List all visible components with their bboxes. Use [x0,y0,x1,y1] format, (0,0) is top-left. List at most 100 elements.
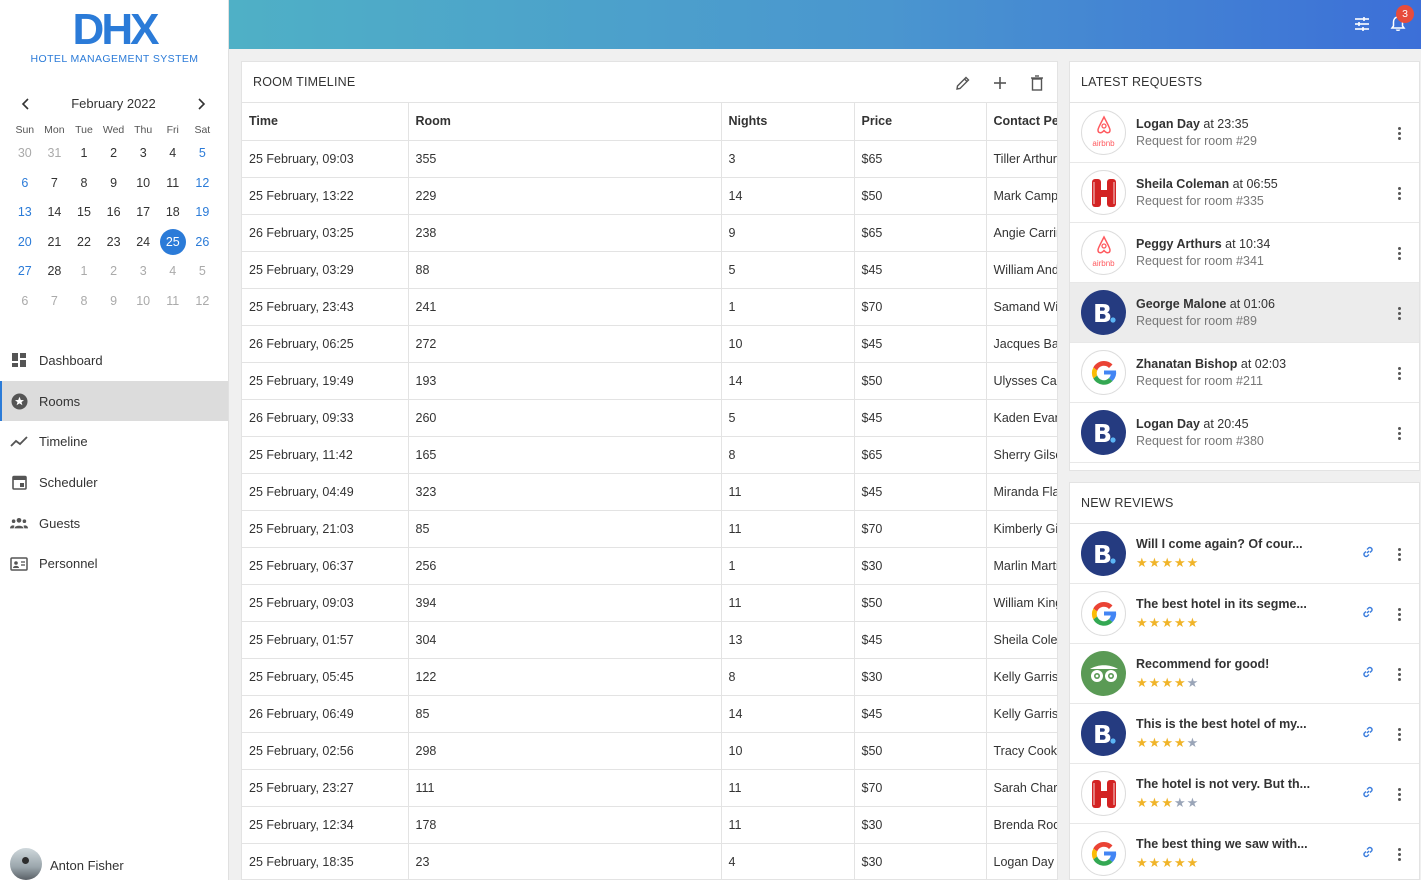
table-row[interactable]: 25 February, 18:35 23 4 $30 Logan Day [242,843,1057,879]
more-vert-icon[interactable] [1391,425,1407,441]
more-vert-icon[interactable] [1391,245,1407,261]
chevron-right-icon[interactable] [191,92,211,116]
review-item[interactable]: B Will I come again? Of cour... ★★★★★ [1070,524,1419,584]
calendar-day[interactable]: 24 [128,228,158,258]
more-vert-icon[interactable] [1391,726,1407,742]
calendar-day[interactable]: 14 [40,198,70,228]
calendar-day[interactable]: 3 [128,257,158,287]
column-header[interactable]: Price [854,103,987,141]
add-icon[interactable] [988,71,1012,95]
calendar-day[interactable]: 20 [10,228,40,258]
calendar-day[interactable]: 4 [158,257,188,287]
more-vert-icon[interactable] [1391,305,1407,321]
link-icon[interactable] [1361,605,1377,621]
calendar-day[interactable]: 9 [99,287,129,317]
sidebar-item-scheduler[interactable]: Scheduler [0,462,228,503]
review-item[interactable]: The best thing we saw with... ★★★★★ [1070,824,1419,879]
link-icon[interactable] [1361,785,1377,801]
calendar-day[interactable]: 11 [158,287,188,317]
chevron-left-icon[interactable] [16,92,36,116]
more-vert-icon[interactable] [1391,365,1407,381]
sidebar-item-timeline[interactable]: Timeline [0,421,228,462]
delete-icon[interactable] [1025,71,1049,95]
request-item[interactable]: B Logan Day at 20:45 Request for room #380 [1070,403,1419,463]
calendar-day[interactable]: 19 [188,198,218,228]
calendar-day-selected[interactable]: 25 [158,228,188,258]
calendar-day[interactable]: 31 [40,139,70,169]
more-vert-icon[interactable] [1391,546,1407,562]
calendar-day[interactable]: 9 [99,169,129,199]
calendar-day[interactable]: 11 [158,169,188,199]
calendar-day[interactable]: 5 [188,257,218,287]
link-icon[interactable] [1361,725,1377,741]
more-vert-icon[interactable] [1391,666,1407,682]
review-item[interactable]: The hotel is not very. But th... ★★★★★ [1070,764,1419,824]
sidebar-item-dashboard[interactable]: Dashboard [0,340,228,381]
calendar-day[interactable]: 17 [128,198,158,228]
calendar-day[interactable]: 10 [128,287,158,317]
column-header[interactable]: Contact Person [986,103,1057,141]
table-row[interactable]: 25 February, 09:03 394 11 $50 William King [242,584,1057,622]
sidebar-item-personnel[interactable]: Personnel [0,543,228,584]
calendar-day[interactable]: 10 [128,169,158,199]
calendar-day[interactable]: 1 [69,139,99,169]
bell-icon[interactable]: 3 [1386,5,1414,36]
link-icon[interactable] [1361,665,1377,681]
review-item[interactable]: B This is the best hotel of my... ★★★★★ [1070,704,1419,764]
more-vert-icon[interactable] [1391,786,1407,802]
calendar-day[interactable]: 15 [69,198,99,228]
table-row[interactable]: 25 February, 09:03 355 3 $65 Tiller Arthur [242,140,1057,178]
more-vert-icon[interactable] [1391,185,1407,201]
calendar-day[interactable]: 27 [10,257,40,287]
calendar-day[interactable]: 7 [40,169,70,199]
calendar-day[interactable]: 5 [188,139,218,169]
calendar-day[interactable]: 21 [40,228,70,258]
calendar-day[interactable]: 3 [128,139,158,169]
calendar-day[interactable]: 2 [99,139,129,169]
link-icon[interactable] [1361,845,1377,861]
review-item[interactable]: The best hotel in its segme... ★★★★★ [1070,584,1419,644]
user-profile[interactable]: Anton Fisher [10,848,124,880]
calendar-day[interactable]: 8 [69,287,99,317]
calendar-day[interactable]: 26 [188,228,218,258]
calendar-day[interactable]: 2 [99,257,129,287]
request-item[interactable]: Zhanatan Bishop at 02:03 Request for room… [1070,343,1419,403]
calendar-day[interactable]: 4 [158,139,188,169]
calendar-day[interactable]: 7 [40,287,70,317]
more-vert-icon[interactable] [1391,606,1407,622]
link-icon[interactable] [1361,545,1377,561]
calendar-day[interactable]: 23 [99,228,129,258]
sidebar-item-rooms[interactable]: Rooms [0,380,228,422]
request-item[interactable]: airbnb Logan Day at 23:35 Request for room… [1070,103,1419,163]
calendar-day[interactable]: 22 [69,228,99,258]
calendar-day[interactable]: 28 [40,257,70,287]
calendar-day[interactable]: 8 [69,169,99,199]
settings-sliders-icon[interactable] [1350,12,1374,36]
more-vert-icon[interactable] [1391,846,1407,862]
column-header[interactable]: Time [242,103,409,141]
edit-icon[interactable] [951,71,975,95]
request-item[interactable]: airbnb Peggy Arthurs at 10:34 Request for … [1070,223,1419,283]
column-header[interactable]: Nights [721,103,855,141]
column-header[interactable]: Room [408,103,722,141]
calendar-day[interactable]: 6 [10,169,40,199]
sidebar-item-guests[interactable]: Guests [0,503,228,544]
calendar-day[interactable]: 1 [69,257,99,287]
calendar-day[interactable]: 16 [99,198,129,228]
review-item[interactable]: Recommend for good! ★★★★★ [1070,644,1419,704]
request-item[interactable]: Sheila Coleman at 06:55 Request for room … [1070,163,1419,223]
